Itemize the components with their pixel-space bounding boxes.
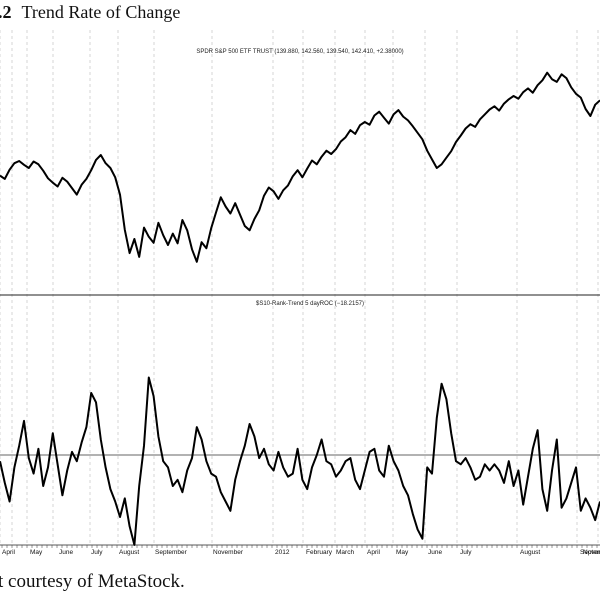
roc-series-line (0, 378, 600, 545)
figure-title-text: Trend Rate of Change (22, 2, 181, 22)
x-tick-label: June (428, 549, 442, 556)
x-tick-label: April (2, 549, 16, 556)
x-tick-label: August (520, 549, 540, 556)
chart-area: SPDR S&P 500 ETF TRUST (139.880, 142.560… (0, 30, 600, 560)
x-tick-label: May (396, 549, 409, 556)
price-series-line (0, 73, 600, 262)
figure-caption: t courtesy of MetaStock. (0, 571, 185, 593)
figure-number: .2 (0, 2, 12, 22)
x-tick-label: September (155, 549, 188, 556)
x-axis-labels: April May June July August September November 2… (2, 549, 600, 556)
x-tick-label: August (119, 549, 139, 556)
x-tick-label: March (336, 549, 354, 556)
x-tick-label: May (30, 549, 43, 556)
price-panel-title: SPDR S&P 500 ETF TRUST (139.880, 142.560… (196, 49, 403, 55)
x-axis-ticks (2, 545, 597, 548)
x-tick-label: November (583, 549, 600, 556)
x-tick-label: July (91, 549, 103, 556)
x-tick-label: April (367, 549, 381, 556)
figure-title: .2 Trend Rate of Change (0, 2, 180, 23)
indicator-panel-title: $S10-Rank-Trend 5 dayROC (−18.2157) (256, 301, 364, 307)
x-tick-label: February (306, 549, 333, 556)
x-tick-label: November (213, 549, 244, 556)
x-tick-label: June (59, 549, 73, 556)
x-tick-label: July (460, 549, 472, 556)
x-tick-label: 2012 (275, 549, 290, 556)
